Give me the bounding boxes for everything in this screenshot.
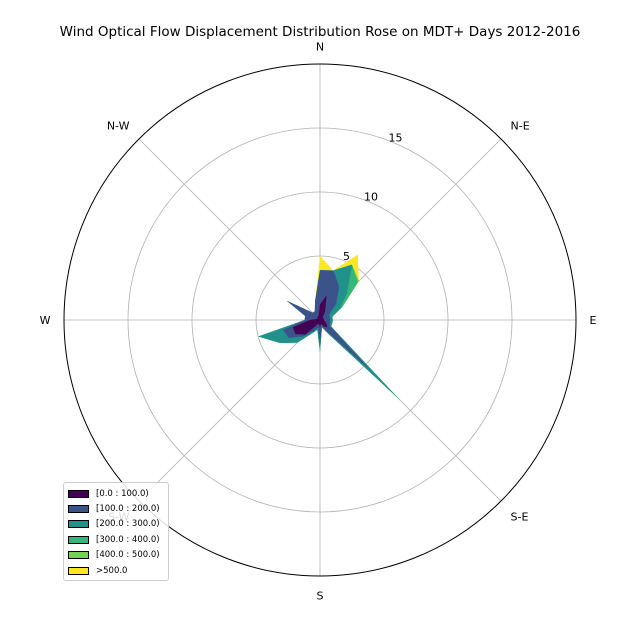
legend-entry: >500.0 [64, 563, 168, 578]
legend-label: [0.0 : 100.0) [96, 488, 149, 499]
circular-gridline [191, 191, 449, 449]
direction-label-s: S [317, 589, 324, 602]
series-area-1 [282, 270, 370, 370]
legend-swatch [68, 489, 89, 498]
legend-swatch [68, 505, 89, 514]
legend-entry: [0.0 : 100.0) [64, 486, 168, 501]
legend-label: [100.0 : 200.0) [96, 504, 160, 515]
legend: [0.0 : 100.0) [100.0 : 200.0) [200.0 : 300… [63, 482, 169, 582]
legend-swatch [68, 520, 89, 529]
direction-label-n: N [316, 41, 324, 54]
legend-entry: [300.0 : 400.0) [64, 532, 168, 547]
legend-label: [400.0 : 500.0) [96, 550, 160, 561]
legend-label: >500.0 [96, 565, 128, 576]
legend-swatch [68, 551, 89, 560]
series-area-0 [292, 295, 328, 335]
direction-label-n-w: N-W [107, 119, 130, 132]
radial-tick-label: 15 [388, 132, 402, 145]
direction-label-w: W [40, 314, 51, 327]
legend-swatch [68, 535, 89, 544]
legend-entry: [100.0 : 200.0) [64, 501, 168, 516]
legend-label: [300.0 : 400.0) [96, 534, 160, 545]
legend-swatch [68, 566, 89, 575]
radial-tick-label: 5 [343, 250, 350, 263]
direction-label-e: E [589, 314, 596, 327]
radial-tick-label: 10 [364, 191, 378, 204]
legend-label: [200.0 : 300.0) [96, 519, 160, 530]
legend-entry: [400.0 : 500.0) [64, 548, 168, 563]
direction-label-n-e: N-E [511, 119, 530, 132]
legend-entry: [200.0 : 300.0) [64, 517, 168, 532]
direction-label-s-e: S-E [511, 511, 529, 524]
outer-ring [63, 63, 577, 577]
circular-gridline [127, 127, 513, 513]
chart-title: Wind Optical Flow Displacement Distribut… [59, 24, 581, 40]
